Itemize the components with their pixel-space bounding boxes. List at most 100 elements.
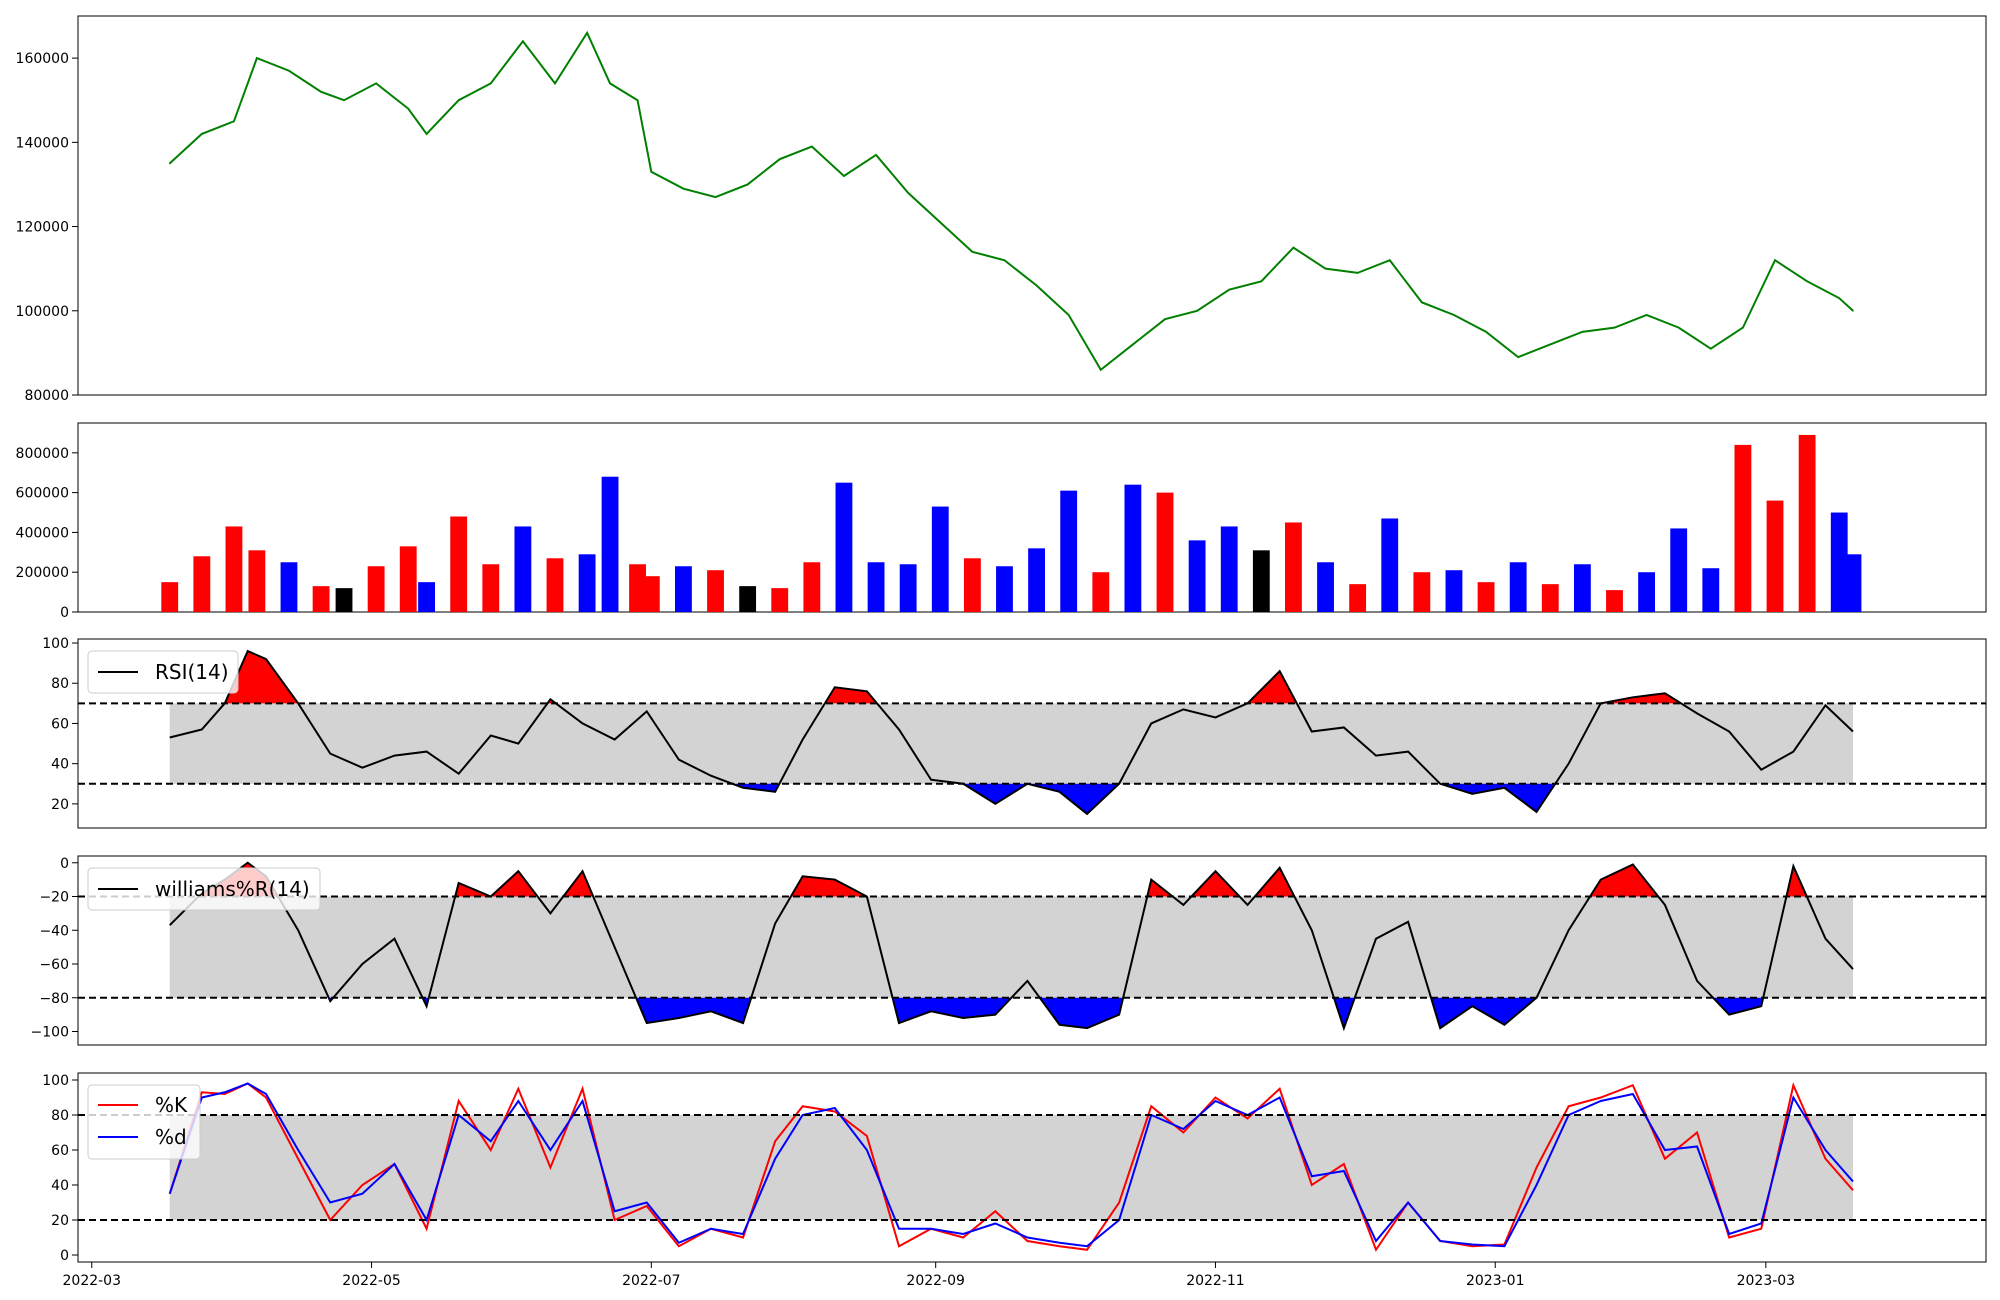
y-tick-label: −100 bbox=[31, 1025, 69, 1041]
volume-bar bbox=[450, 516, 468, 612]
volume-bar bbox=[1092, 572, 1110, 612]
price-point bbox=[1710, 347, 1712, 350]
price-point bbox=[1099, 368, 1102, 371]
price-point bbox=[682, 187, 685, 190]
volume-bar bbox=[1317, 562, 1334, 612]
volume-bar bbox=[367, 566, 385, 612]
williams-frame bbox=[77, 855, 1987, 1046]
price-point bbox=[1421, 301, 1423, 304]
rsi-frame bbox=[77, 638, 1987, 829]
threshold-band bbox=[169, 896, 1853, 998]
volume-bar bbox=[482, 564, 500, 612]
y-tick-label: 80 bbox=[51, 1108, 69, 1124]
price-point bbox=[554, 82, 556, 85]
stochastic-legend: %K %d bbox=[87, 1084, 201, 1160]
volume-bar bbox=[280, 562, 298, 612]
price-point bbox=[1852, 309, 1854, 312]
price-point bbox=[778, 158, 781, 160]
price-point bbox=[168, 162, 171, 165]
price-point bbox=[1003, 259, 1006, 262]
price-point bbox=[1517, 356, 1519, 358]
price-point bbox=[1196, 309, 1198, 312]
price-point bbox=[201, 133, 203, 135]
price-point bbox=[609, 82, 611, 85]
price-point bbox=[1838, 297, 1841, 299]
price-point bbox=[1677, 326, 1680, 329]
series-line-k bbox=[168, 1082, 1854, 1252]
volume-bar bbox=[399, 546, 417, 612]
overbought-fill bbox=[790, 876, 867, 897]
price-point bbox=[425, 133, 428, 135]
price-point bbox=[1581, 331, 1584, 333]
volume-bar bbox=[193, 556, 211, 612]
price-point bbox=[1774, 259, 1776, 262]
x-tick-label: 2023-01 bbox=[1466, 1273, 1525, 1289]
y-tick-label: 40 bbox=[51, 1178, 69, 1194]
price-point bbox=[714, 196, 717, 198]
volume-bar bbox=[642, 576, 660, 612]
y-tick-label: 200000 bbox=[16, 565, 69, 581]
x-tick-label: 2023-03 bbox=[1737, 1273, 1796, 1289]
y-tick-label: −60 bbox=[39, 957, 69, 973]
volume-bar bbox=[771, 588, 789, 612]
price-point bbox=[971, 251, 974, 253]
rsi-line bbox=[169, 649, 1854, 816]
price-point bbox=[343, 99, 345, 102]
volume-panel: 0 200000 400000 600000 800000 bbox=[16, 422, 1987, 621]
volume-bar bbox=[1413, 572, 1431, 612]
y-tick-label: −80 bbox=[39, 991, 69, 1007]
volume-bar bbox=[1477, 582, 1495, 612]
volume-bar bbox=[867, 562, 885, 612]
price-point bbox=[811, 145, 813, 148]
volume-bar bbox=[1156, 492, 1174, 612]
price-point bbox=[256, 57, 258, 59]
volume-bar bbox=[707, 570, 724, 612]
price-point bbox=[1067, 314, 1070, 316]
overbought-fill bbox=[1786, 866, 1807, 897]
volume-bar bbox=[1702, 568, 1720, 612]
volume-bar bbox=[629, 564, 646, 612]
volume-bar bbox=[578, 554, 596, 612]
rsi-legend: RSI(14) bbox=[87, 650, 239, 694]
oversold-fill bbox=[1039, 997, 1124, 1029]
volume-bar bbox=[418, 582, 435, 612]
price-point bbox=[1485, 331, 1487, 333]
price-point bbox=[1164, 318, 1166, 321]
volume-bar bbox=[1638, 572, 1656, 612]
threshold-band bbox=[169, 1115, 1853, 1220]
volume-bar bbox=[601, 476, 619, 612]
legend-label: %d bbox=[155, 1125, 187, 1149]
price-point bbox=[586, 32, 588, 34]
oversold-fill bbox=[1440, 783, 1556, 812]
price-frame bbox=[77, 15, 1987, 396]
x-tick-label: 2022-07 bbox=[622, 1273, 681, 1289]
price-point bbox=[1260, 280, 1263, 283]
y-tick-label: −40 bbox=[39, 923, 69, 939]
price-point bbox=[875, 154, 877, 156]
volume-bar bbox=[996, 566, 1013, 612]
legend-box bbox=[87, 650, 239, 694]
price-point bbox=[522, 40, 524, 43]
price-point bbox=[457, 99, 460, 102]
y-tick-label: 100 bbox=[42, 1073, 69, 1089]
volume-bar bbox=[1060, 490, 1078, 612]
volume-bar bbox=[1028, 548, 1046, 612]
price-point bbox=[375, 82, 377, 85]
y-tick-label: 0 bbox=[60, 605, 69, 621]
stochastic-frame bbox=[77, 1072, 1987, 1263]
price-point bbox=[288, 69, 290, 72]
y-tick-label: 800000 bbox=[16, 446, 69, 462]
volume-bar bbox=[1188, 540, 1206, 612]
y-tick-label: 80000 bbox=[24, 388, 69, 404]
oversold-fill bbox=[1333, 997, 1355, 1029]
overbought-fill bbox=[1254, 867, 1295, 897]
y-tick-label: −20 bbox=[39, 890, 69, 906]
y-tick-label: 100000 bbox=[16, 304, 69, 320]
legend-label: williams%R(14) bbox=[155, 877, 310, 901]
oversold-fill bbox=[892, 997, 1012, 1024]
x-tick-label: 2022-11 bbox=[1186, 1273, 1245, 1289]
volume-bar bbox=[675, 566, 692, 612]
y-tick-label: 600000 bbox=[16, 486, 69, 502]
y-tick-label: 80 bbox=[51, 676, 69, 692]
